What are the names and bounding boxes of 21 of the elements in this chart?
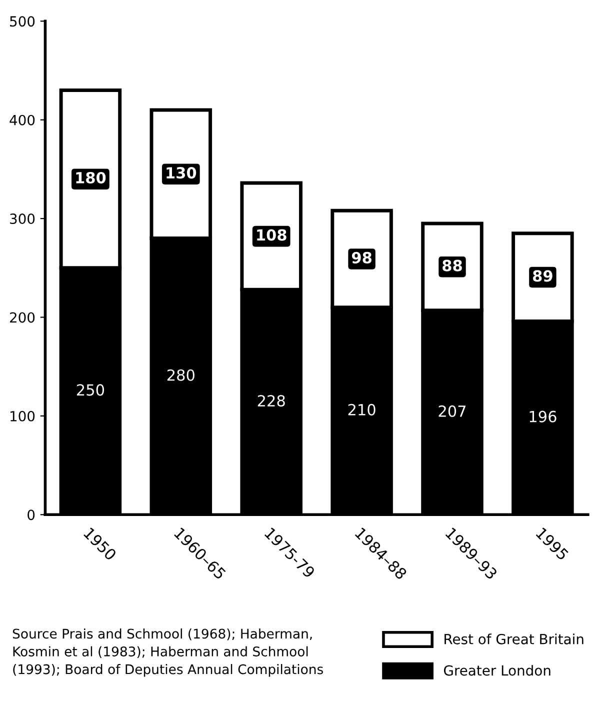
legend-label: Rest of Great Britain [444,634,584,644]
data-label: 228 [258,395,285,407]
data-label: 180 [76,172,106,184]
data-label: 207 [438,405,466,417]
data-label: 88 [442,260,462,272]
legend-label: Greater London [444,664,550,676]
data-label: 108 [257,229,286,241]
y-tick-label: 0 [28,510,35,520]
source-note: Source Prais and Schmool (1968); Haberman, Kosmin et al (1983); Haberman and Schmool (1993); Board of Deputies Annual Compilations [12,628,323,677]
y-tick-label: 200 [10,312,35,323]
y-tick-label: 100 [10,410,35,422]
y-tick-label: 500 [10,16,35,27]
data-label: 89 [533,270,552,282]
data-label: 210 [348,404,376,416]
y-tick-label: 400 [10,114,35,126]
y-tick-label: 300 [10,214,35,224]
data-label: 196 [530,410,556,422]
data-label: 130 [166,167,196,179]
data-label: 98 [352,252,372,264]
data-label: 250 [76,384,104,396]
data-label: 280 [167,369,194,381]
